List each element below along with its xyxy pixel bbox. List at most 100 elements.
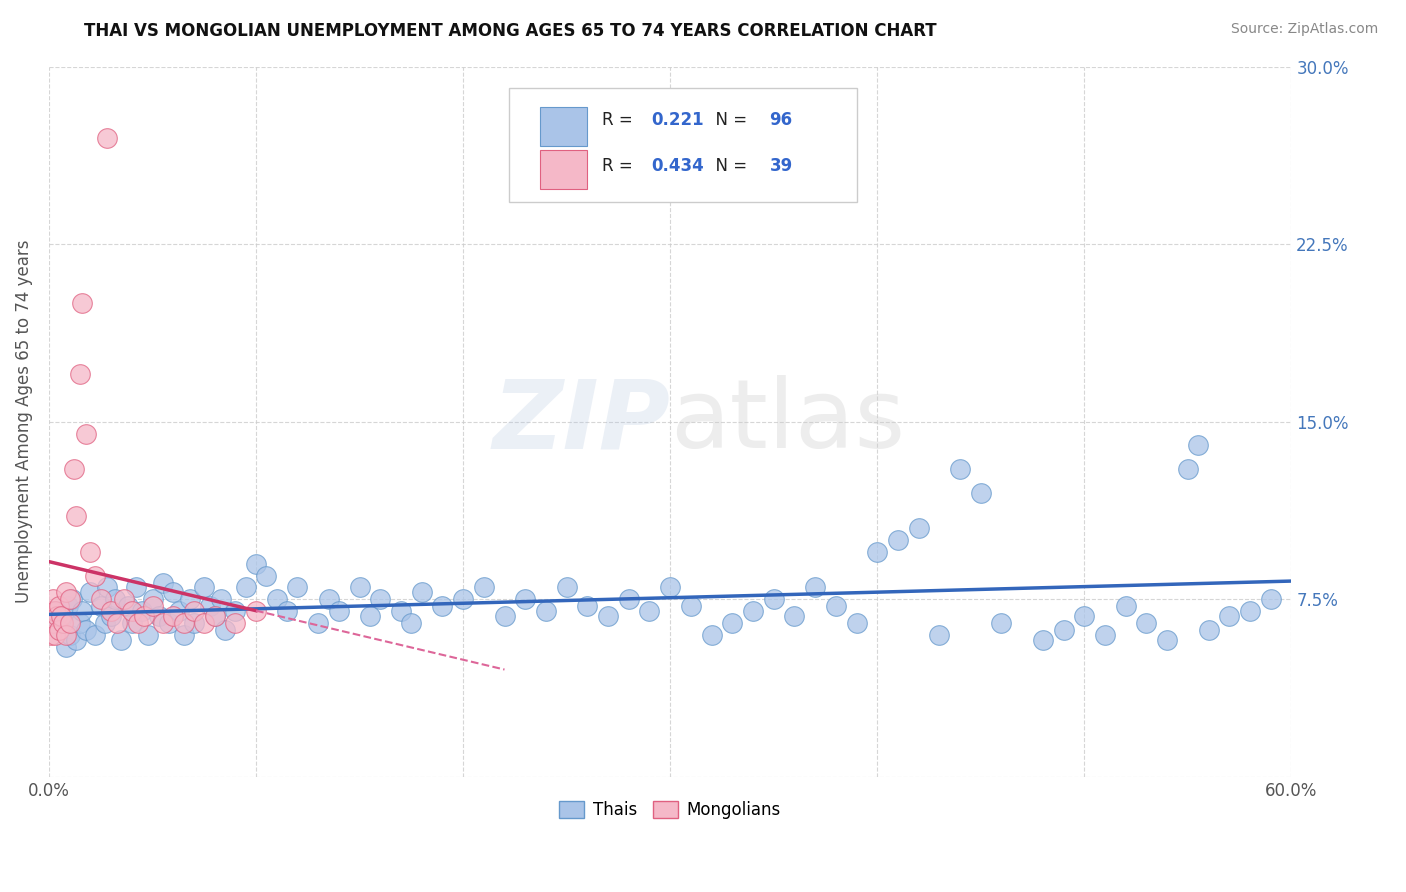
Point	[131, 604, 153, 618]
Point	[287, 581, 309, 595]
Text: ZIP: ZIP	[492, 376, 671, 468]
Point	[576, 599, 599, 614]
Point	[368, 592, 391, 607]
Point	[46, 608, 69, 623]
Point	[65, 509, 87, 524]
Point	[183, 615, 205, 630]
Point	[1052, 623, 1074, 637]
Point	[721, 615, 744, 630]
FancyBboxPatch shape	[509, 88, 856, 202]
Point	[96, 581, 118, 595]
Point	[55, 628, 77, 642]
Point	[42, 592, 65, 607]
Point	[44, 604, 66, 618]
Point	[328, 604, 350, 618]
Point	[1187, 438, 1209, 452]
Point	[193, 615, 215, 630]
Point	[349, 581, 371, 595]
Point	[1156, 632, 1178, 647]
Text: Source: ZipAtlas.com: Source: ZipAtlas.com	[1230, 22, 1378, 37]
Point	[700, 628, 723, 642]
Point	[59, 592, 82, 607]
Point	[494, 608, 516, 623]
Point	[824, 599, 846, 614]
FancyBboxPatch shape	[540, 107, 586, 146]
Point	[1115, 599, 1137, 614]
Point	[104, 592, 127, 607]
Text: 0.434: 0.434	[651, 157, 704, 175]
Point	[83, 628, 105, 642]
Point	[48, 623, 70, 637]
Point	[887, 533, 910, 548]
Point	[949, 462, 972, 476]
Point	[105, 615, 128, 630]
Point	[162, 585, 184, 599]
Point	[254, 568, 277, 582]
Point	[100, 604, 122, 618]
Point	[432, 599, 454, 614]
Point	[638, 604, 661, 618]
Point	[157, 615, 180, 630]
Point	[134, 608, 156, 623]
Point	[96, 130, 118, 145]
Point	[69, 368, 91, 382]
Point	[59, 615, 82, 630]
Point	[515, 592, 537, 607]
Point	[112, 592, 135, 607]
Point	[389, 604, 412, 618]
Point	[79, 585, 101, 599]
Point	[276, 604, 298, 618]
Point	[990, 615, 1012, 630]
Point	[121, 615, 143, 630]
Point	[173, 628, 195, 642]
Point	[224, 604, 246, 618]
Point	[121, 604, 143, 618]
Point	[44, 628, 66, 642]
Point	[451, 592, 474, 607]
Point	[63, 462, 86, 476]
Point	[1198, 623, 1220, 637]
Point	[90, 599, 112, 614]
Point	[125, 581, 148, 595]
Point	[51, 608, 73, 623]
Point	[245, 604, 267, 618]
Point	[183, 604, 205, 618]
Point	[204, 608, 226, 623]
Point	[75, 623, 97, 637]
Point	[617, 592, 640, 607]
Point	[845, 615, 868, 630]
Point	[39, 604, 62, 618]
Point	[359, 608, 381, 623]
Point	[94, 615, 117, 630]
Point	[60, 592, 83, 607]
Point	[59, 628, 82, 642]
Point	[141, 599, 163, 614]
Point	[193, 581, 215, 595]
Point	[245, 557, 267, 571]
FancyBboxPatch shape	[540, 150, 586, 189]
Point	[83, 568, 105, 582]
Point	[138, 628, 160, 642]
Point	[44, 604, 66, 618]
Point	[79, 545, 101, 559]
Point	[42, 615, 65, 630]
Point	[1239, 604, 1261, 618]
Point	[152, 575, 174, 590]
Point	[70, 604, 93, 618]
Point	[56, 599, 79, 614]
Text: N =: N =	[704, 157, 752, 175]
Point	[39, 628, 62, 642]
Point	[555, 581, 578, 595]
Point	[679, 599, 702, 614]
Point	[762, 592, 785, 607]
Legend: Thais, Mongolians: Thais, Mongolians	[553, 794, 787, 825]
Text: R =: R =	[602, 111, 638, 128]
Point	[100, 608, 122, 623]
Y-axis label: Unemployment Among Ages 65 to 74 years: Unemployment Among Ages 65 to 74 years	[15, 240, 32, 604]
Point	[411, 585, 433, 599]
Point	[224, 615, 246, 630]
Point	[127, 615, 149, 630]
Point	[42, 615, 65, 630]
Point	[596, 608, 619, 623]
Point	[65, 632, 87, 647]
